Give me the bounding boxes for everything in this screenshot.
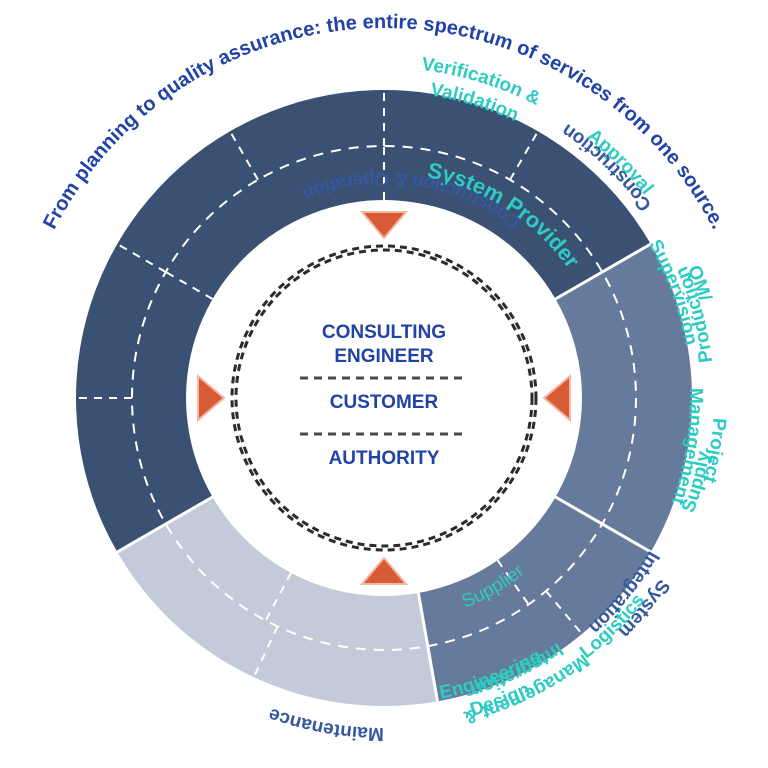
- radial-services-diagram: From planning to quality assurance: the …: [0, 0, 768, 768]
- center-text-2: CUSTOMER: [330, 392, 439, 413]
- arrow-1: [544, 376, 570, 420]
- center-text-3: AUTHORITY: [329, 448, 440, 469]
- outer-label-10: Maintenance: [266, 703, 384, 744]
- arrow-0: [362, 212, 406, 238]
- arrow-3: [198, 376, 224, 420]
- center-text-1: ENGINEER: [334, 346, 434, 367]
- center-text-0: CONSULTING: [322, 322, 446, 343]
- arrow-2: [362, 558, 406, 584]
